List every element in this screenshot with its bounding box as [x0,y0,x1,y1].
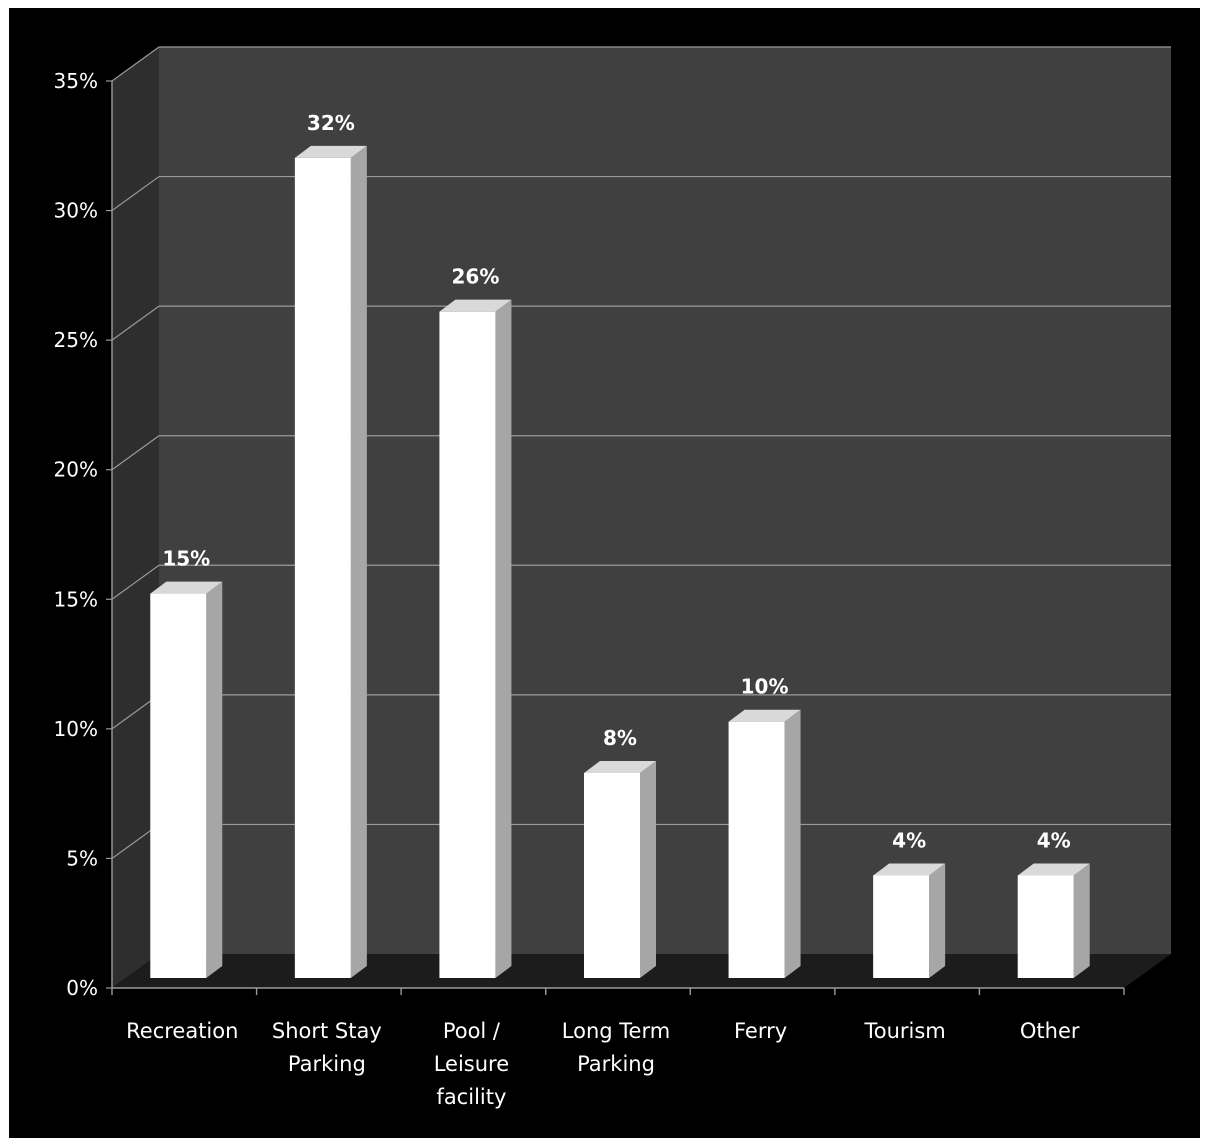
category-label: Pool / Leisure facility [434,1019,509,1109]
bar-top [150,581,223,594]
bar-front [728,721,785,978]
gridline-side [111,46,160,82]
bar-front [1017,875,1074,978]
bar-side [640,760,656,978]
category-label-line: Other [1020,1019,1080,1043]
category-label-line: Leisure [434,1052,509,1076]
y-tick-label: 20% [54,458,98,482]
bar-front [150,593,207,978]
data-label: 15% [162,547,210,571]
bar [439,299,512,979]
y-tick-label: 35% [54,69,98,93]
bar-top [728,709,801,722]
bar-top [294,145,367,158]
data-label: 4% [1037,828,1071,852]
data-label: 10% [741,675,789,699]
bar [584,760,656,978]
bar-side [929,863,946,978]
data-label: 8% [603,726,637,750]
gridline-side [111,176,160,212]
bar [1017,863,1090,978]
bar-side [495,299,512,979]
y-tick-label: 25% [54,328,98,352]
gridline-side [111,564,160,600]
bar [150,581,223,978]
chart-frame: 0% 5% 10% 15% 20% 25% 30% 35% 15% Recreation 32% Sh… [9,8,1200,1138]
category-label-line: Tourism [863,1019,945,1043]
bars [150,145,1090,979]
category-label: Recreation [126,1019,238,1043]
y-tick-label: 5% [66,846,98,870]
category-label-line: Parking [288,1052,366,1076]
bar-chart: 0% 5% 10% 15% 20% 25% 30% 35% 15% Recreation 32% Sh… [54,46,1171,1109]
y-tick-label: 10% [54,717,98,741]
data-label: 4% [892,828,926,852]
bar-side [1073,863,1090,978]
bar [873,863,946,978]
gridline-side [111,435,160,471]
bar-top [1017,863,1090,876]
bar [294,145,367,978]
category-label: Long Term Parking [562,1019,670,1076]
category-label-line: Long Term [562,1019,670,1043]
category-label-line: Short Stay [272,1019,382,1043]
category-label: Tourism [863,1019,945,1043]
category-label-line: Parking [577,1052,655,1076]
bar-side [350,145,367,978]
bar-top [584,760,656,773]
gridline-side [111,305,160,341]
axes [106,80,1125,995]
category-label: Other [1020,1019,1080,1043]
bar-front [584,772,640,978]
bar [728,709,801,978]
data-label: 26% [451,265,499,289]
bar-front [439,311,496,979]
category-label-line: Recreation [126,1019,238,1043]
bar-front [294,157,351,978]
bar-side [784,709,801,978]
bar-top [873,863,946,876]
y-tick-label: 0% [66,976,98,1000]
y-tick-label: 15% [54,587,98,611]
chart-walls [112,47,1171,988]
category-label-line: Pool / [443,1019,501,1043]
labels: 0% 5% 10% 15% 20% 25% 30% 35% 15% Recreation 32% Sh… [54,69,1080,1109]
category-label-line: Ferry [734,1019,787,1043]
side-wall [112,47,159,988]
category-label: Short Stay Parking [272,1019,382,1076]
bar-top [439,299,512,312]
data-label: 32% [307,111,355,135]
y-tick-label: 30% [54,199,98,223]
bar-side [206,581,223,978]
bar-front [873,875,930,978]
back-wall [159,47,1171,954]
category-label-line: facility [436,1085,506,1109]
category-label: Ferry [734,1019,787,1043]
